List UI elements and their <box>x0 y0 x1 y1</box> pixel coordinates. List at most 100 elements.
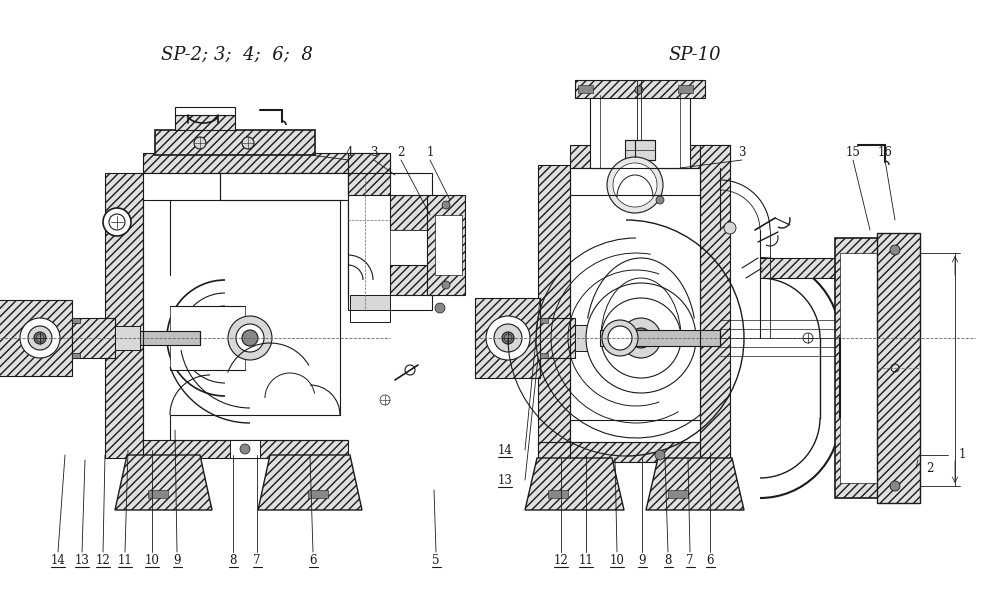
Text: 15: 15 <box>846 146 861 159</box>
Bar <box>72 353 80 358</box>
Polygon shape <box>105 173 143 458</box>
Text: 13: 13 <box>74 554 90 566</box>
Polygon shape <box>525 458 624 510</box>
Bar <box>350 310 390 322</box>
Text: 6: 6 <box>309 554 317 566</box>
Polygon shape <box>538 165 570 458</box>
Circle shape <box>242 137 254 149</box>
Circle shape <box>502 332 514 344</box>
Polygon shape <box>348 153 390 298</box>
Circle shape <box>635 86 643 94</box>
Bar <box>540 318 548 323</box>
Polygon shape <box>590 95 690 168</box>
Polygon shape <box>143 440 348 458</box>
Circle shape <box>228 316 272 360</box>
Text: 12: 12 <box>96 554 111 566</box>
Bar <box>578 85 593 93</box>
Bar <box>540 353 548 358</box>
Circle shape <box>405 365 415 375</box>
Bar <box>350 295 390 310</box>
Circle shape <box>435 303 445 313</box>
Circle shape <box>494 324 522 352</box>
Circle shape <box>442 201 450 209</box>
Text: 14: 14 <box>50 554 65 566</box>
Polygon shape <box>877 233 920 503</box>
Polygon shape <box>575 325 600 351</box>
Polygon shape <box>475 298 540 378</box>
Polygon shape <box>538 442 730 462</box>
Bar <box>548 490 568 498</box>
Circle shape <box>20 318 60 358</box>
Polygon shape <box>575 80 705 98</box>
Bar <box>668 490 688 498</box>
Text: 5: 5 <box>432 554 440 566</box>
Circle shape <box>109 214 125 230</box>
Text: 6: 6 <box>706 554 713 566</box>
Text: 10: 10 <box>144 554 159 566</box>
Polygon shape <box>835 238 880 498</box>
Bar <box>308 490 328 498</box>
Circle shape <box>242 330 258 346</box>
Polygon shape <box>427 195 465 295</box>
Polygon shape <box>570 145 730 168</box>
Text: 16: 16 <box>877 146 892 159</box>
Circle shape <box>724 222 736 234</box>
Circle shape <box>631 328 651 348</box>
Circle shape <box>586 283 696 393</box>
Polygon shape <box>0 300 72 376</box>
Circle shape <box>240 444 250 454</box>
Text: 7: 7 <box>253 554 261 566</box>
Text: 8: 8 <box>229 554 237 566</box>
Circle shape <box>194 137 206 149</box>
Circle shape <box>601 298 681 378</box>
Polygon shape <box>625 140 655 160</box>
Polygon shape <box>0 331 200 345</box>
Text: 10: 10 <box>610 554 624 566</box>
Polygon shape <box>760 258 840 278</box>
Bar <box>175 107 235 115</box>
Circle shape <box>656 196 664 204</box>
Text: 9: 9 <box>173 554 181 566</box>
Text: 1: 1 <box>958 448 965 461</box>
Polygon shape <box>435 215 462 275</box>
Text: 12: 12 <box>553 554 568 566</box>
Circle shape <box>655 450 665 460</box>
Circle shape <box>890 245 900 255</box>
Text: 2: 2 <box>397 146 405 159</box>
Text: 13: 13 <box>498 474 513 486</box>
Polygon shape <box>700 145 730 458</box>
Circle shape <box>621 318 661 358</box>
Polygon shape <box>170 306 245 370</box>
Polygon shape <box>155 130 315 155</box>
Bar <box>678 85 693 93</box>
Polygon shape <box>600 330 720 346</box>
Circle shape <box>607 157 663 213</box>
Polygon shape <box>220 173 348 200</box>
Bar <box>72 318 80 323</box>
Polygon shape <box>390 230 435 265</box>
Text: 11: 11 <box>579 554 594 566</box>
Text: 14: 14 <box>498 443 513 456</box>
Polygon shape <box>175 115 235 130</box>
Text: 7: 7 <box>687 554 694 566</box>
Text: 4: 4 <box>345 146 353 159</box>
Circle shape <box>34 332 46 344</box>
Text: 1: 1 <box>426 146 434 159</box>
Circle shape <box>442 281 450 289</box>
Circle shape <box>236 324 264 352</box>
Text: 3: 3 <box>370 146 377 159</box>
Text: 8: 8 <box>664 554 672 566</box>
Bar <box>148 490 168 498</box>
Text: 11: 11 <box>118 554 132 566</box>
Circle shape <box>613 163 657 207</box>
Polygon shape <box>115 326 140 350</box>
Text: SP-2; 3;  4;  6;  8: SP-2; 3; 4; 6; 8 <box>161 46 313 64</box>
Polygon shape <box>348 173 432 310</box>
Polygon shape <box>540 318 575 358</box>
Circle shape <box>602 320 638 356</box>
Circle shape <box>486 316 530 360</box>
Circle shape <box>890 481 900 491</box>
Polygon shape <box>143 153 390 173</box>
Polygon shape <box>348 173 390 195</box>
Polygon shape <box>475 330 620 346</box>
